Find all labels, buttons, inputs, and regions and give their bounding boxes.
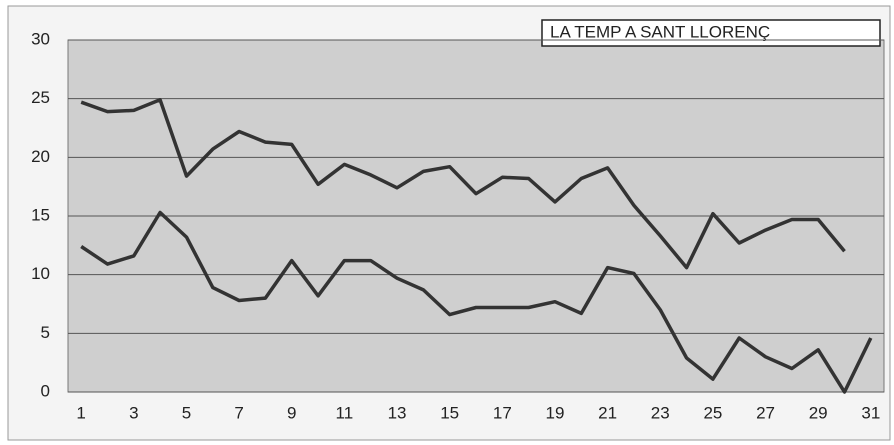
y-tick-label: 30 (31, 29, 50, 48)
x-tick-label: 17 (493, 403, 512, 422)
y-tick-label: 15 (31, 205, 50, 224)
line-series (80, 98, 846, 270)
y-tick-label: 5 (41, 323, 50, 342)
x-tick-label: 29 (809, 403, 828, 422)
title-box (541, 19, 881, 47)
x-tick-label: 25 (703, 403, 722, 422)
x-tick-label: 9 (287, 403, 296, 422)
x-tick-label: 13 (388, 403, 407, 422)
chart-title: LA TEMP A SANT LLORENÇ (550, 22, 770, 41)
y-tick-label: 10 (31, 264, 50, 283)
x-tick-label: 15 (440, 403, 459, 422)
x-tick-label: 11 (336, 403, 354, 422)
x-tick-label: 19 (546, 403, 565, 422)
x-tick-label: 27 (756, 403, 775, 422)
x-tick-label: 23 (651, 403, 670, 422)
x-tick-label: 21 (598, 403, 617, 422)
x-tick-label: 1 (76, 403, 85, 422)
line-series (80, 210, 873, 394)
x-tick-label: 5 (182, 403, 191, 422)
x-tick-label: 31 (861, 403, 880, 422)
x-tick-label: 3 (129, 403, 138, 422)
y-tick-label: 25 (31, 88, 50, 107)
x-tick-label: 7 (234, 403, 243, 422)
y-tick-label: 20 (31, 147, 50, 166)
y-tick-label: 0 (41, 381, 50, 400)
